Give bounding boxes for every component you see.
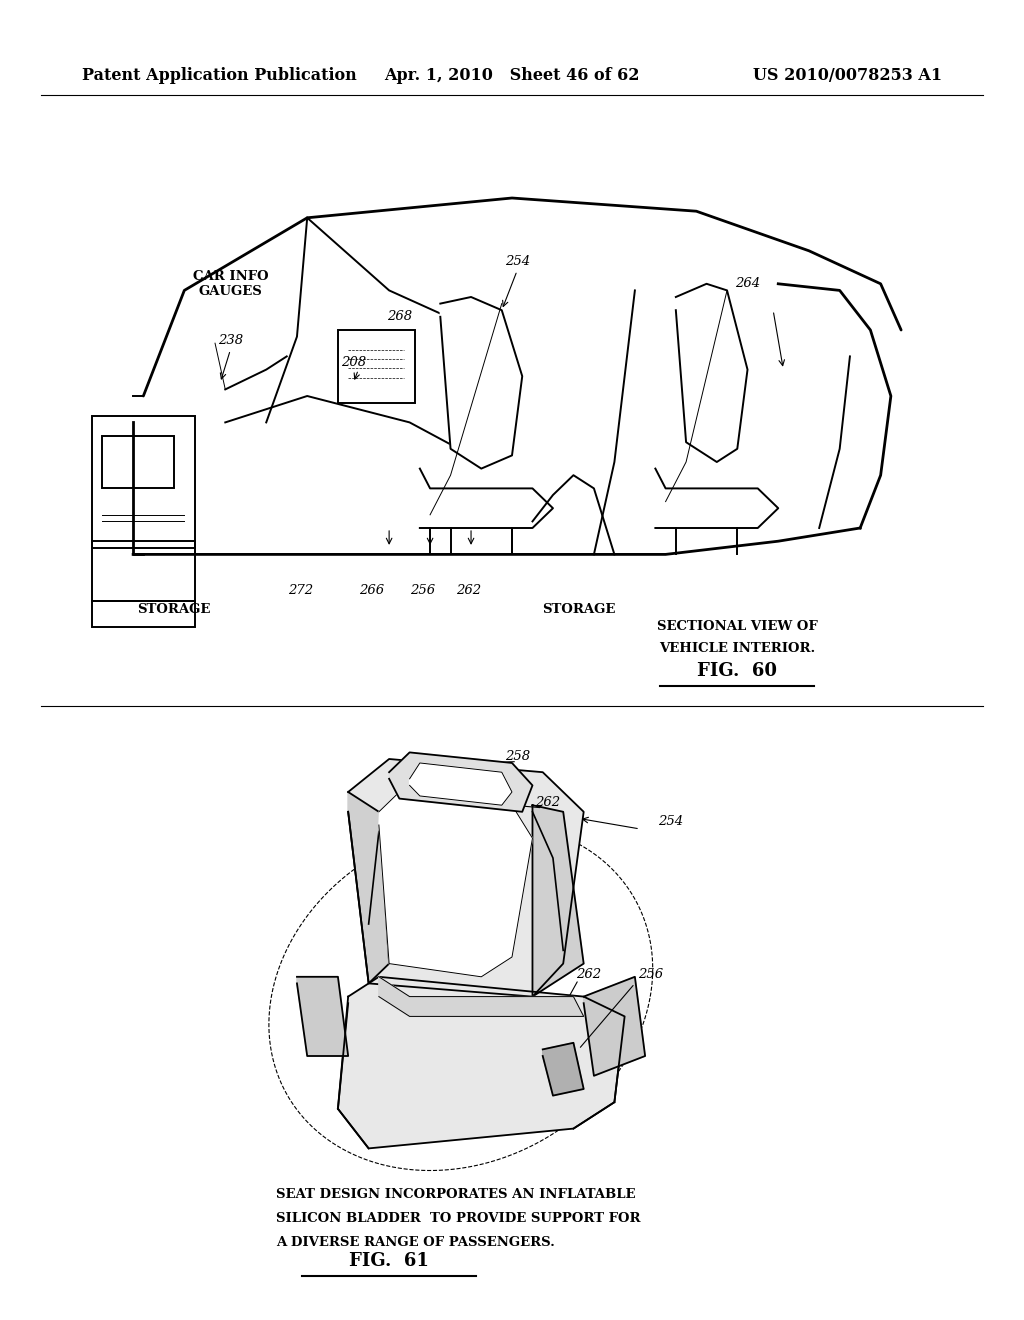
Bar bbox=[92, 601, 195, 627]
Text: SECTIONAL VIEW OF: SECTIONAL VIEW OF bbox=[657, 620, 817, 634]
Text: SEAT DESIGN INCORPORATES AN INFLATABLE: SEAT DESIGN INCORPORATES AN INFLATABLE bbox=[276, 1188, 636, 1201]
Text: 262: 262 bbox=[457, 583, 481, 597]
Polygon shape bbox=[420, 469, 553, 528]
Bar bbox=[92, 541, 195, 601]
Bar bbox=[338, 330, 415, 403]
Text: 258: 258 bbox=[505, 750, 529, 763]
Text: 256: 256 bbox=[638, 968, 663, 981]
Text: Patent Application Publication: Patent Application Publication bbox=[82, 67, 356, 83]
Text: SILICON BLADDER  TO PROVIDE SUPPORT FOR: SILICON BLADDER TO PROVIDE SUPPORT FOR bbox=[276, 1212, 641, 1225]
Polygon shape bbox=[532, 805, 584, 997]
Bar bbox=[102, 436, 174, 488]
Text: FIG.  60: FIG. 60 bbox=[697, 661, 777, 680]
Text: A DIVERSE RANGE OF PASSENGERS.: A DIVERSE RANGE OF PASSENGERS. bbox=[276, 1236, 555, 1249]
Text: 254: 254 bbox=[505, 255, 529, 268]
Text: CAR INFO
GAUGES: CAR INFO GAUGES bbox=[193, 269, 268, 298]
Text: STORAGE: STORAGE bbox=[542, 603, 615, 616]
Text: 262: 262 bbox=[536, 796, 560, 809]
Text: 268: 268 bbox=[387, 310, 412, 323]
Polygon shape bbox=[389, 752, 532, 812]
Text: 208: 208 bbox=[341, 356, 366, 370]
Polygon shape bbox=[379, 977, 584, 1016]
Text: 238: 238 bbox=[218, 334, 243, 347]
Polygon shape bbox=[379, 792, 532, 977]
Bar bbox=[92, 416, 195, 548]
Polygon shape bbox=[338, 977, 625, 1148]
Polygon shape bbox=[348, 759, 584, 997]
Polygon shape bbox=[655, 469, 778, 528]
Polygon shape bbox=[543, 1043, 584, 1096]
Text: 266: 266 bbox=[359, 583, 384, 597]
Text: FIG.  61: FIG. 61 bbox=[349, 1251, 429, 1270]
Polygon shape bbox=[348, 792, 389, 983]
Text: 272: 272 bbox=[289, 583, 313, 597]
Text: US 2010/0078253 A1: US 2010/0078253 A1 bbox=[753, 67, 942, 83]
Text: STORAGE: STORAGE bbox=[137, 603, 211, 616]
Polygon shape bbox=[584, 977, 645, 1076]
Text: 262: 262 bbox=[577, 968, 601, 981]
Text: 256: 256 bbox=[411, 583, 435, 597]
Text: 264: 264 bbox=[735, 277, 760, 290]
Text: VEHICLE INTERIOR.: VEHICLE INTERIOR. bbox=[659, 642, 815, 655]
Text: 254: 254 bbox=[658, 814, 683, 828]
Text: Apr. 1, 2010   Sheet 46 of 62: Apr. 1, 2010 Sheet 46 of 62 bbox=[384, 67, 640, 83]
Polygon shape bbox=[440, 297, 522, 469]
Polygon shape bbox=[410, 763, 512, 805]
Polygon shape bbox=[297, 977, 348, 1056]
Polygon shape bbox=[676, 284, 748, 462]
